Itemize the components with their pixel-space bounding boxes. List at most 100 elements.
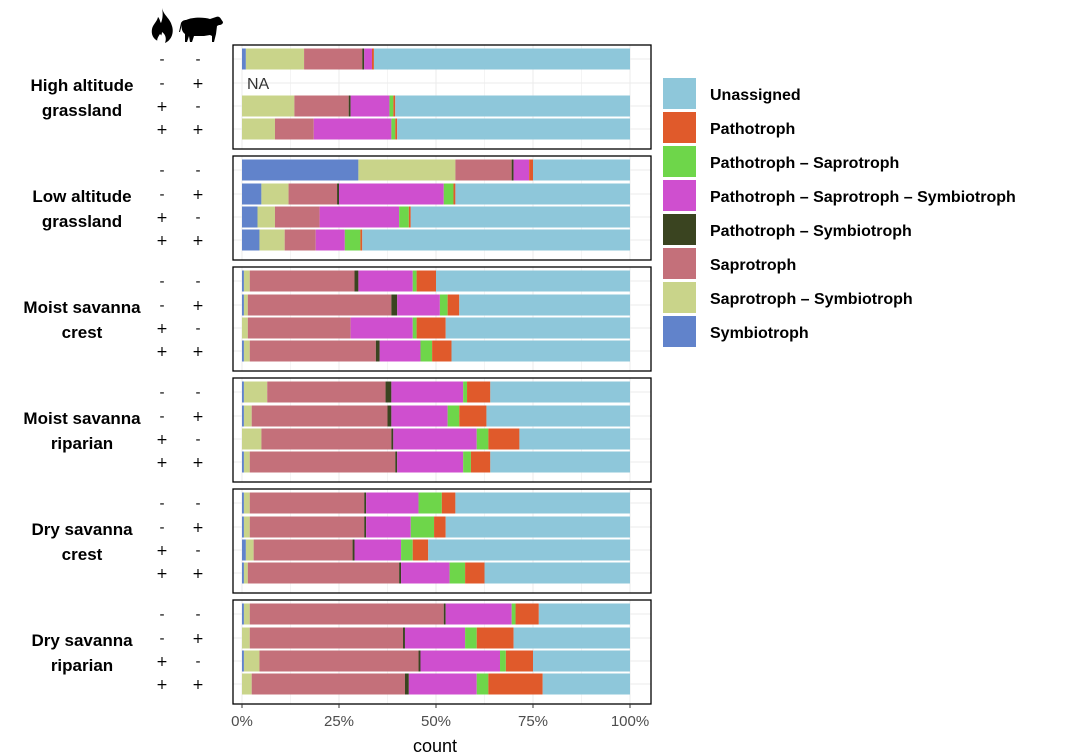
panel-border (232, 488, 652, 594)
bar-segment (412, 539, 429, 561)
fire-treatment-label: + (156, 210, 168, 226)
bar-segment (379, 340, 421, 362)
bar-segment (348, 95, 351, 117)
bar-segment (455, 183, 630, 205)
legend-item: Unassigned (663, 78, 801, 109)
bar-segment (242, 270, 244, 292)
bar-segment (391, 294, 398, 316)
bar-segment (490, 381, 630, 403)
group-label: riparian (51, 656, 113, 675)
cattle-treatment-label: - (195, 99, 200, 115)
bar-segment (242, 428, 262, 450)
group-label: grassland (42, 101, 122, 120)
fire-treatment-label: - (159, 496, 164, 512)
bar-segment (243, 270, 250, 292)
bar-segment (515, 603, 539, 625)
cattle-treatment-label: + (192, 187, 204, 203)
bar-segment (242, 627, 250, 649)
bar-segment (242, 229, 260, 251)
bar-segment (358, 270, 413, 292)
legend-item: Pathotroph – Saprotroph (663, 146, 899, 177)
bar-segment (313, 118, 392, 140)
cattle-treatment-label: + (192, 344, 204, 360)
fire-treatment-label: - (159, 631, 164, 647)
bar-segment (304, 48, 363, 70)
fire-treatment-label: + (156, 566, 168, 582)
bar-segment (267, 381, 386, 403)
bar-segment (455, 159, 512, 181)
bar-segment (284, 229, 316, 251)
bar-segment (403, 627, 405, 649)
bar-segment (249, 451, 396, 473)
bar-segment (513, 627, 630, 649)
bar-segment (391, 381, 464, 403)
cattle-treatment-label: - (195, 321, 200, 337)
bar-segment (445, 317, 630, 339)
cattle-treatment-label: + (192, 566, 204, 582)
fire-treatment-label: + (156, 122, 168, 138)
bar-segment (274, 206, 320, 228)
bar-segment (416, 270, 436, 292)
cattle-treatment-label: + (192, 122, 204, 138)
bar-segment (385, 381, 392, 403)
legend-label: Saprotroph – Symbiotroph (710, 291, 913, 308)
legend-swatch (663, 316, 696, 347)
fire-treatment-label: - (159, 76, 164, 92)
bar-segment (513, 159, 530, 181)
bar-segment (354, 270, 359, 292)
legend-swatch (663, 180, 696, 211)
bar-segment (247, 562, 400, 584)
bar-segment (243, 340, 250, 362)
bar-segment (242, 95, 295, 117)
bar-segment (375, 340, 380, 362)
bar-segment (418, 650, 421, 672)
legend-label: Saprotroph (710, 257, 796, 274)
group-label: High altitude (31, 76, 134, 95)
cattle-treatment-label: + (192, 233, 204, 249)
bar-segment (362, 229, 630, 251)
panel (232, 377, 652, 483)
fire-treatment-label: + (156, 344, 168, 360)
bar-segment (447, 405, 460, 427)
bar-segment (259, 229, 285, 251)
bar-segment (538, 603, 630, 625)
bar-segment (488, 428, 520, 450)
panel-border (232, 266, 652, 372)
bar-segment (242, 539, 246, 561)
legend-swatch (663, 282, 696, 313)
legend-swatch (663, 78, 696, 109)
cattle-treatment-label: + (192, 455, 204, 471)
legend-label: Pathotroph (710, 121, 795, 138)
bar-segment (393, 428, 477, 450)
fire-treatment-label: + (156, 654, 168, 670)
bar-segment (465, 562, 485, 584)
fire-treatment-label: - (159, 52, 164, 68)
fire-treatment-label: + (156, 432, 168, 448)
legend-swatch (663, 214, 696, 245)
bar-segment (243, 650, 260, 672)
group-label: Low altitude (32, 187, 131, 206)
bar-segment (391, 118, 396, 140)
bar-segment (249, 492, 365, 514)
group-label: crest (62, 323, 103, 342)
group-label: riparian (51, 434, 113, 453)
bar-segment (364, 516, 367, 538)
bar-segment (242, 118, 275, 140)
cattle-treatment-label: - (195, 543, 200, 559)
panel-border (232, 599, 652, 705)
bar-segment (261, 428, 392, 450)
bar-segment (519, 428, 630, 450)
bar-segment (395, 451, 398, 473)
bar-segment (476, 627, 514, 649)
bar-segment (352, 539, 355, 561)
fire-treatment-label: + (156, 677, 168, 693)
bar-segment (242, 206, 258, 228)
bar-segment (242, 405, 244, 427)
cattle-treatment-label: - (195, 607, 200, 623)
legend-swatch (663, 112, 696, 143)
x-axis: 0% 25% 50% 75% 100% (231, 704, 649, 730)
legend-label: Symbiotroph (710, 325, 809, 342)
bar-segment (412, 317, 417, 339)
bar-segment (242, 159, 359, 181)
